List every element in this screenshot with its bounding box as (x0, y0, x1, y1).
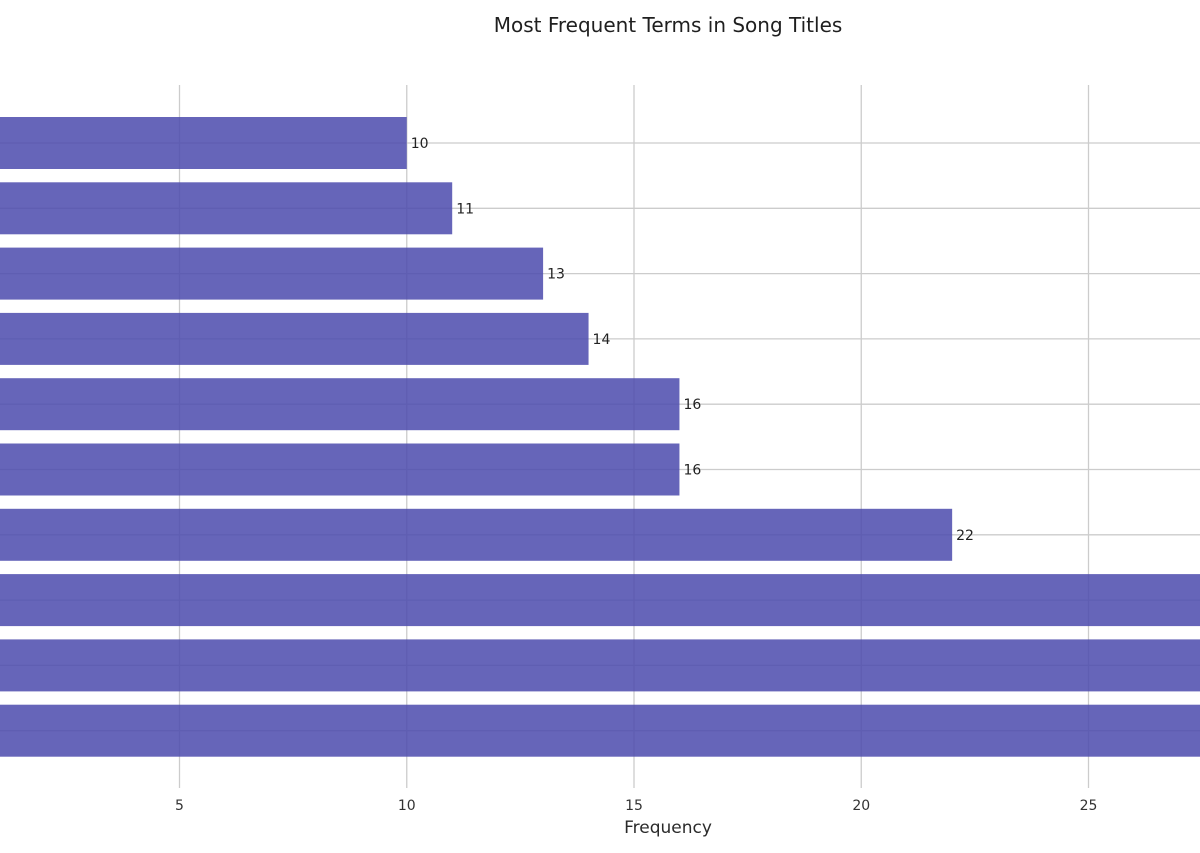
bar (0, 639, 1200, 692)
bar-value-label: 22 (956, 528, 974, 544)
bars (0, 117, 1200, 757)
bar-value-label: 11 (456, 201, 474, 217)
data-labels: 10 11 13 14 16 16 22 (411, 136, 974, 544)
x-tick-label: 15 (625, 798, 643, 814)
bar (0, 117, 407, 169)
x-axis-label: Frequency (624, 818, 712, 838)
bar-value-label: 13 (547, 267, 565, 283)
bar (0, 508, 953, 561)
bar (0, 443, 680, 496)
bar-value-label: 14 (593, 332, 611, 348)
bar-value-label: 10 (411, 136, 429, 152)
bar (0, 247, 544, 300)
bar (0, 312, 589, 365)
bar-value-label: 16 (683, 463, 701, 479)
x-tick-label: 5 (175, 798, 184, 814)
x-tick-label: 25 (1080, 798, 1098, 814)
bar (0, 574, 1200, 627)
bar-value-label: 16 (683, 397, 701, 413)
x-axis-ticks: 5 10 15 20 25 (175, 798, 1097, 814)
x-tick-label: 20 (852, 798, 870, 814)
bar (0, 182, 453, 235)
chart-title: Most Frequent Terms in Song Titles (494, 13, 843, 37)
x-tick-label: 10 (398, 798, 416, 814)
bar (0, 704, 1200, 757)
bar (0, 378, 680, 431)
